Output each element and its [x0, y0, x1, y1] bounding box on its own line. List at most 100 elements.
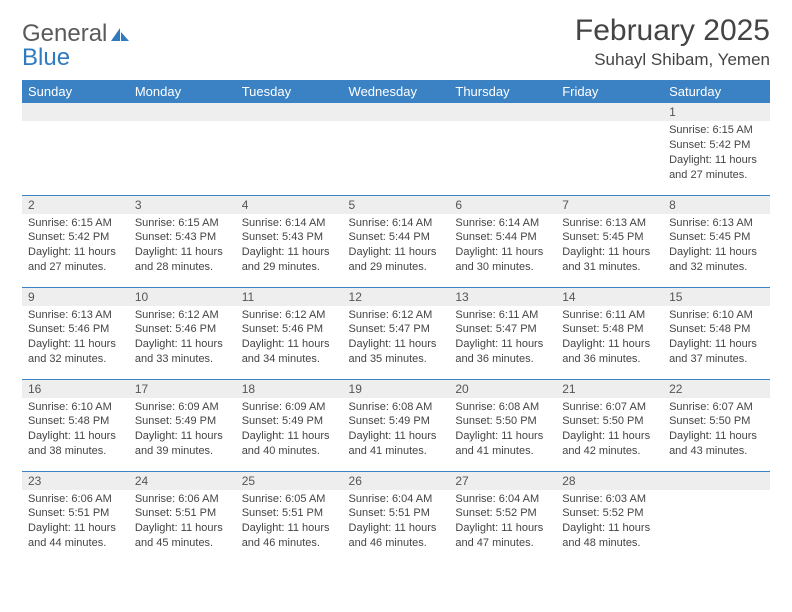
weekday-header: Sunday — [22, 80, 129, 103]
calendar-cell: 16Sunrise: 6:10 AMSunset: 5:48 PMDayligh… — [22, 379, 129, 471]
day-number: 2 — [22, 196, 129, 214]
calendar-cell: 10Sunrise: 6:12 AMSunset: 5:46 PMDayligh… — [129, 287, 236, 379]
day-body: Sunrise: 6:10 AMSunset: 5:48 PMDaylight:… — [663, 306, 770, 371]
day-number: 5 — [343, 196, 450, 214]
calendar-cell: 21Sunrise: 6:07 AMSunset: 5:50 PMDayligh… — [556, 379, 663, 471]
day-number: 25 — [236, 472, 343, 490]
logo-text-1: General — [22, 20, 107, 47]
day-body: Sunrise: 6:06 AMSunset: 5:51 PMDaylight:… — [22, 490, 129, 555]
calendar-cell: 11Sunrise: 6:12 AMSunset: 5:46 PMDayligh… — [236, 287, 343, 379]
empty-day — [236, 103, 343, 121]
calendar-cell: 9Sunrise: 6:13 AMSunset: 5:46 PMDaylight… — [22, 287, 129, 379]
day-body: Sunrise: 6:04 AMSunset: 5:51 PMDaylight:… — [343, 490, 450, 555]
empty-day — [663, 472, 770, 490]
calendar-cell: 14Sunrise: 6:11 AMSunset: 5:48 PMDayligh… — [556, 287, 663, 379]
calendar-cell: 13Sunrise: 6:11 AMSunset: 5:47 PMDayligh… — [449, 287, 556, 379]
day-number: 20 — [449, 380, 556, 398]
logo: GeneralBlue — [22, 14, 132, 70]
day-number: 21 — [556, 380, 663, 398]
day-number: 18 — [236, 380, 343, 398]
calendar-cell: 8Sunrise: 6:13 AMSunset: 5:45 PMDaylight… — [663, 195, 770, 287]
day-number: 23 — [22, 472, 129, 490]
day-number: 17 — [129, 380, 236, 398]
calendar-cell: 27Sunrise: 6:04 AMSunset: 5:52 PMDayligh… — [449, 471, 556, 563]
day-number: 24 — [129, 472, 236, 490]
calendar-week-row: 2Sunrise: 6:15 AMSunset: 5:42 PMDaylight… — [22, 195, 770, 287]
page-title: February 2025 — [575, 14, 770, 48]
day-number: 15 — [663, 288, 770, 306]
calendar-cell: 1Sunrise: 6:15 AMSunset: 5:42 PMDaylight… — [663, 103, 770, 195]
day-body: Sunrise: 6:15 AMSunset: 5:42 PMDaylight:… — [663, 121, 770, 186]
day-body: Sunrise: 6:09 AMSunset: 5:49 PMDaylight:… — [129, 398, 236, 463]
weekday-header: Friday — [556, 80, 663, 103]
calendar-cell — [343, 103, 450, 195]
location: Suhayl Shibam, Yemen — [575, 50, 770, 70]
sail-icon — [110, 24, 132, 48]
calendar-cell: 3Sunrise: 6:15 AMSunset: 5:43 PMDaylight… — [129, 195, 236, 287]
calendar-cell: 5Sunrise: 6:14 AMSunset: 5:44 PMDaylight… — [343, 195, 450, 287]
day-body: Sunrise: 6:15 AMSunset: 5:43 PMDaylight:… — [129, 214, 236, 279]
day-body: Sunrise: 6:10 AMSunset: 5:48 PMDaylight:… — [22, 398, 129, 463]
weekday-header: Tuesday — [236, 80, 343, 103]
calendar-week-row: 16Sunrise: 6:10 AMSunset: 5:48 PMDayligh… — [22, 379, 770, 471]
calendar-cell: 24Sunrise: 6:06 AMSunset: 5:51 PMDayligh… — [129, 471, 236, 563]
day-number: 26 — [343, 472, 450, 490]
weekday-header: Wednesday — [343, 80, 450, 103]
day-number: 8 — [663, 196, 770, 214]
calendar-week-row: 1Sunrise: 6:15 AMSunset: 5:42 PMDaylight… — [22, 103, 770, 195]
calendar-cell: 23Sunrise: 6:06 AMSunset: 5:51 PMDayligh… — [22, 471, 129, 563]
calendar-cell — [449, 103, 556, 195]
header: GeneralBlue February 2025 Suhayl Shibam,… — [22, 14, 770, 70]
calendar-cell: 12Sunrise: 6:12 AMSunset: 5:47 PMDayligh… — [343, 287, 450, 379]
calendar-week-row: 23Sunrise: 6:06 AMSunset: 5:51 PMDayligh… — [22, 471, 770, 563]
day-number: 12 — [343, 288, 450, 306]
day-number: 27 — [449, 472, 556, 490]
calendar-cell: 17Sunrise: 6:09 AMSunset: 5:49 PMDayligh… — [129, 379, 236, 471]
weekday-header: Monday — [129, 80, 236, 103]
day-body: Sunrise: 6:07 AMSunset: 5:50 PMDaylight:… — [663, 398, 770, 463]
day-body: Sunrise: 6:08 AMSunset: 5:50 PMDaylight:… — [449, 398, 556, 463]
empty-day — [556, 103, 663, 121]
day-body: Sunrise: 6:04 AMSunset: 5:52 PMDaylight:… — [449, 490, 556, 555]
day-number: 3 — [129, 196, 236, 214]
day-number: 11 — [236, 288, 343, 306]
day-number: 16 — [22, 380, 129, 398]
day-body: Sunrise: 6:05 AMSunset: 5:51 PMDaylight:… — [236, 490, 343, 555]
calendar-cell: 2Sunrise: 6:15 AMSunset: 5:42 PMDaylight… — [22, 195, 129, 287]
calendar-week-row: 9Sunrise: 6:13 AMSunset: 5:46 PMDaylight… — [22, 287, 770, 379]
empty-day — [22, 103, 129, 121]
empty-day — [449, 103, 556, 121]
calendar-cell: 22Sunrise: 6:07 AMSunset: 5:50 PMDayligh… — [663, 379, 770, 471]
calendar-table: SundayMondayTuesdayWednesdayThursdayFrid… — [22, 80, 770, 563]
day-number: 7 — [556, 196, 663, 214]
day-number: 1 — [663, 103, 770, 121]
day-number: 9 — [22, 288, 129, 306]
calendar-cell — [129, 103, 236, 195]
day-body: Sunrise: 6:13 AMSunset: 5:45 PMDaylight:… — [556, 214, 663, 279]
day-body: Sunrise: 6:11 AMSunset: 5:47 PMDaylight:… — [449, 306, 556, 371]
day-number: 19 — [343, 380, 450, 398]
day-body: Sunrise: 6:12 AMSunset: 5:47 PMDaylight:… — [343, 306, 450, 371]
weekday-header-row: SundayMondayTuesdayWednesdayThursdayFrid… — [22, 80, 770, 103]
weekday-header: Thursday — [449, 80, 556, 103]
day-body: Sunrise: 6:07 AMSunset: 5:50 PMDaylight:… — [556, 398, 663, 463]
day-number: 22 — [663, 380, 770, 398]
calendar-cell: 25Sunrise: 6:05 AMSunset: 5:51 PMDayligh… — [236, 471, 343, 563]
empty-day — [129, 103, 236, 121]
logo-text-2: Blue — [22, 44, 70, 71]
calendar-cell: 20Sunrise: 6:08 AMSunset: 5:50 PMDayligh… — [449, 379, 556, 471]
calendar-cell: 6Sunrise: 6:14 AMSunset: 5:44 PMDaylight… — [449, 195, 556, 287]
empty-day — [343, 103, 450, 121]
day-body: Sunrise: 6:11 AMSunset: 5:48 PMDaylight:… — [556, 306, 663, 371]
day-body: Sunrise: 6:12 AMSunset: 5:46 PMDaylight:… — [236, 306, 343, 371]
calendar-cell: 7Sunrise: 6:13 AMSunset: 5:45 PMDaylight… — [556, 195, 663, 287]
weekday-header: Saturday — [663, 80, 770, 103]
calendar-cell: 15Sunrise: 6:10 AMSunset: 5:48 PMDayligh… — [663, 287, 770, 379]
day-body: Sunrise: 6:13 AMSunset: 5:46 PMDaylight:… — [22, 306, 129, 371]
day-body: Sunrise: 6:06 AMSunset: 5:51 PMDaylight:… — [129, 490, 236, 555]
calendar-cell: 18Sunrise: 6:09 AMSunset: 5:49 PMDayligh… — [236, 379, 343, 471]
day-body: Sunrise: 6:14 AMSunset: 5:44 PMDaylight:… — [343, 214, 450, 279]
day-number: 6 — [449, 196, 556, 214]
day-body: Sunrise: 6:15 AMSunset: 5:42 PMDaylight:… — [22, 214, 129, 279]
day-body: Sunrise: 6:13 AMSunset: 5:45 PMDaylight:… — [663, 214, 770, 279]
